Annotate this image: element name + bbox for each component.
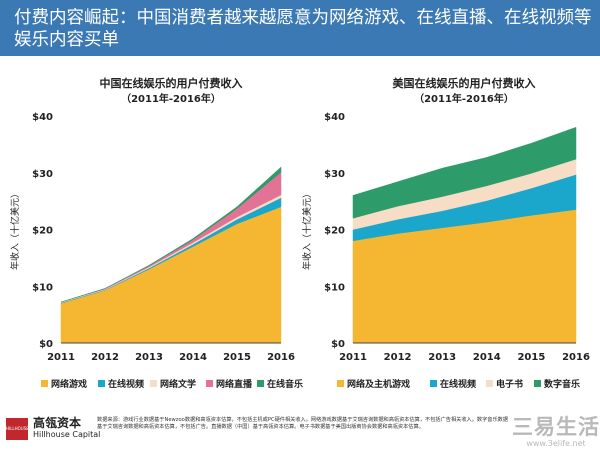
y-axis-label: 年收入（十亿美元）: [301, 189, 313, 270]
brand-name-en: Hillhouse Capital: [33, 430, 101, 439]
area-series-4: [352, 126, 577, 219]
x-tick-label: 2011: [339, 352, 367, 363]
y-tick-label: $40: [32, 112, 53, 123]
legend-swatch: [257, 380, 264, 387]
legend-label: 网络文学: [160, 378, 196, 390]
y-tick-label: $30: [32, 169, 53, 180]
y-axis-label: 年收入（十亿美元）: [9, 189, 21, 270]
y-tick-label: $10: [324, 282, 345, 293]
y-tick-label: $20: [324, 226, 345, 237]
y-tick-label: $30: [324, 169, 345, 180]
x-tick-label: 2016: [562, 352, 590, 363]
watermark-text: 三易生活: [512, 415, 600, 439]
y-tick-label: $0: [39, 339, 53, 350]
legend-label: 数字音乐: [544, 378, 580, 390]
legend-label: 网络及主机游戏: [347, 378, 410, 390]
legend-swatch: [41, 380, 48, 387]
legend-label: 在线视频: [440, 378, 476, 390]
legend-swatch: [206, 380, 213, 387]
x-tick-label: 2011: [47, 352, 75, 363]
charts-area: 中国在线娱乐的用户付费收入 （2011年-2016年） 年收入（十亿美元） $0 $10…: [0, 56, 600, 418]
chart-title: 中国在线娱乐的用户付费收入: [100, 76, 243, 90]
charts-svg: 中国在线娱乐的用户付费收入 （2011年-2016年） 年收入（十亿美元） $0 $10…: [9, 76, 590, 390]
brand-name-cn: 高瓴资本: [33, 416, 82, 430]
x-tick-label: 2012: [384, 352, 412, 363]
legend-label: 在线视频: [108, 378, 144, 390]
x-tick-label: 2013: [135, 352, 163, 363]
x-tick-label: 2012: [91, 352, 119, 363]
chart-2: 美国在线娱乐的用户付费收入 （2011年-2016年） 年收入（十亿美元） $0 $10…: [301, 76, 590, 390]
chart-1: 中国在线娱乐的用户付费收入 （2011年-2016年） 年收入（十亿美元） $0 $10…: [9, 76, 303, 390]
legend-label: 电子书: [496, 378, 523, 390]
watermark: 三易生活 www.3elife.net: [512, 415, 600, 448]
hillhouse-logo: HILLHOUSE: [6, 418, 28, 440]
x-tick-label: 2016: [267, 352, 295, 363]
slide-header: 付费内容崛起：中国消费者越来越愿意为网络游戏、在线直播、在线视频等娱乐内容买单: [0, 0, 600, 56]
x-tick-label: 2014: [179, 352, 207, 363]
x-tick-label: 2015: [517, 352, 545, 363]
x-tick-label: 2014: [473, 352, 501, 363]
watermark-url: www.3elife.net: [526, 439, 586, 448]
chart-subtitle: （2011年-2016年）: [121, 92, 221, 105]
legend-swatch: [150, 380, 157, 387]
legend-swatch: [534, 380, 541, 387]
slide-title: 付费内容崛起：中国消费者越来越愿意为网络游戏、在线直播、在线视频等娱乐内容买单: [14, 8, 592, 50]
legend-label: 网络游戏: [51, 378, 87, 390]
data-source-note: 数据来源：游戏行业数据基于Newzoo数据和高瓴资本估算，不包括主机或PC硬件相…: [97, 417, 509, 430]
legend-swatch: [486, 380, 493, 387]
chart-subtitle: （2011年-2016年）: [414, 92, 514, 105]
legend-swatch: [337, 380, 344, 387]
y-tick-label: $40: [324, 112, 345, 123]
y-tick-label: $10: [32, 282, 53, 293]
legend-label: 在线音乐: [267, 378, 303, 390]
y-tick-label: $0: [331, 339, 345, 350]
x-tick-label: 2015: [223, 352, 251, 363]
y-tick-label: $20: [32, 226, 53, 237]
legend-swatch: [98, 380, 105, 387]
x-tick-label: 2013: [428, 352, 456, 363]
chart-title: 美国在线娱乐的用户付费收入: [393, 76, 536, 90]
area-series-1: [60, 206, 282, 344]
legend-swatch: [430, 380, 437, 387]
area-series-5: [60, 166, 282, 303]
legend-label: 网络直播: [216, 378, 253, 390]
